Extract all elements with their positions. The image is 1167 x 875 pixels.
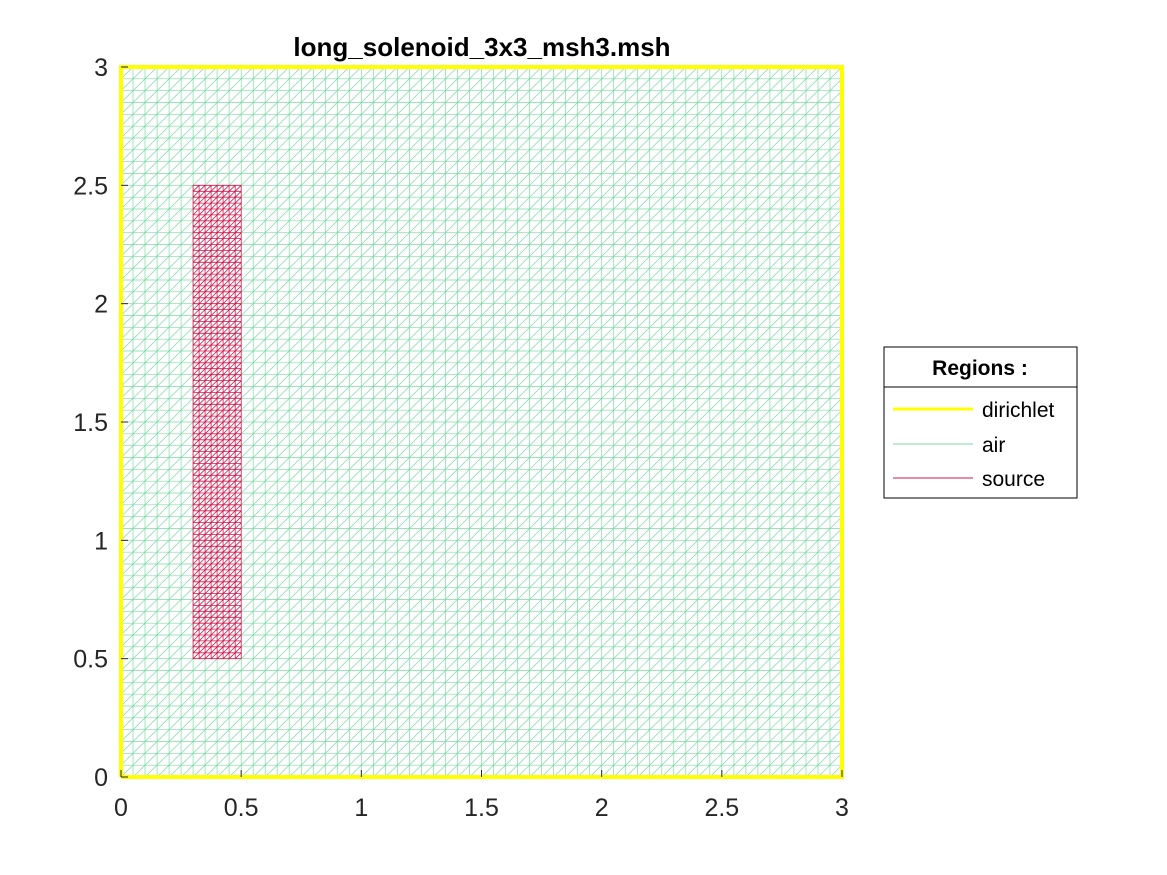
- x-tick-label: 3: [835, 794, 849, 822]
- x-tick-label: 2.5: [704, 794, 739, 822]
- plot-area: [119, 65, 844, 779]
- y-tick-label: 1.5: [73, 409, 108, 437]
- y-tick-label: 0.5: [73, 646, 108, 674]
- x-tick-label: 2: [595, 794, 609, 822]
- y-tick-label: 0: [94, 764, 108, 792]
- x-tick-label: 1: [354, 794, 368, 822]
- chart-title: long_solenoid_3x3_msh3.msh: [293, 32, 670, 62]
- legend-box: [883, 346, 1078, 499]
- x-tick-label: 1.5: [464, 794, 499, 822]
- legend-title: Regions :: [932, 357, 1028, 380]
- x-tick-label: 0: [114, 794, 128, 822]
- legend-label-dirichlet: dirichlet: [982, 399, 1055, 422]
- y-tick-label: 2.5: [73, 172, 108, 200]
- legend-label-source: source: [982, 468, 1045, 491]
- y-tick-label: 3: [94, 54, 108, 82]
- x-tick-label: 0.5: [224, 794, 259, 822]
- y-axis-ticks: 0 0.5 1 1.5 2 2.5 3: [73, 54, 128, 792]
- source-region-mesh: [192, 184, 242, 660]
- y-tick-label: 2: [94, 291, 108, 319]
- legend: Regions : dirichlet air source: [883, 346, 1078, 499]
- legend-label-air: air: [982, 434, 1005, 457]
- y-tick-label: 1: [94, 527, 108, 555]
- x-axis-ticks: 0 0.5 1 1.5 2 2.5 3: [114, 770, 849, 822]
- source-mesh-edges: [192, 184, 242, 660]
